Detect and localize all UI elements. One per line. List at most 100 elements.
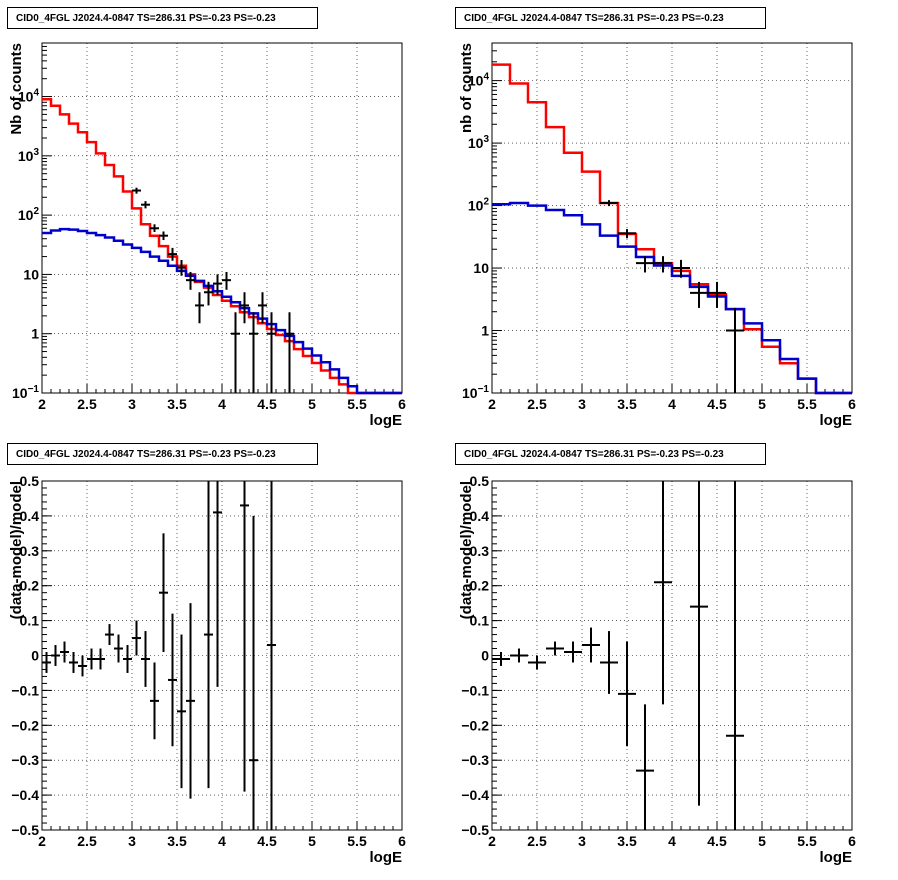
y-tick-label: 0.2 <box>470 578 490 594</box>
y-tick-label: 0.3 <box>470 543 490 559</box>
data-point <box>564 641 582 663</box>
data-point <box>267 481 276 830</box>
data-point <box>636 256 654 273</box>
data-point <box>168 613 177 747</box>
data-point <box>159 231 168 241</box>
data-point <box>258 292 267 324</box>
plot-frame <box>491 42 853 394</box>
x-axis-label: logE <box>370 412 403 429</box>
x-tick-label: 5 <box>758 396 766 412</box>
data-point <box>213 481 222 687</box>
data-point <box>267 312 276 393</box>
data-point <box>51 645 60 666</box>
data-point <box>123 645 132 673</box>
y-tick-label: 0.1 <box>470 613 490 629</box>
data-point <box>231 312 240 393</box>
y-tick-label: −0.3 <box>461 752 489 768</box>
panel-3: 2 2.5 3 3.5 4 4.5 5 5.5 6 −0.5 −0.4 −0.3 −0.2 −0.1 0 0.… <box>8 473 406 866</box>
x-tick-label: 2 <box>38 396 46 412</box>
panel-1-title: CID0_4FGL J2024.4-0847 TS=286.31 PS=-0.2… <box>7 7 318 29</box>
data-point <box>78 655 87 677</box>
x-tick-label: 3.5 <box>617 833 637 849</box>
y-tick-label: 1 <box>31 326 39 342</box>
x-tick-label: 2 <box>488 396 496 412</box>
y-tick-label: 102 <box>468 197 490 214</box>
x-tick-label: 2.5 <box>527 833 547 849</box>
data-point <box>618 229 636 239</box>
data-point <box>672 259 690 278</box>
x-tick-label: 4.5 <box>257 396 277 412</box>
data-point <box>132 620 141 656</box>
x-tick-label: 5.5 <box>347 833 367 849</box>
data-point <box>96 648 105 670</box>
data-point <box>204 481 213 789</box>
data-point <box>105 624 114 646</box>
y-axis-label: (data-model)/model <box>8 481 25 619</box>
panel-2-title: CID0_4FGL J2024.4-0847 TS=286.31 PS=-0.2… <box>455 7 766 29</box>
data-point <box>600 200 618 207</box>
y-tick-label: 10 <box>23 266 39 282</box>
data-point <box>654 481 672 705</box>
x-axis-label: logE <box>820 412 853 429</box>
panel-3-title: CID0_4FGL J2024.4-0847 TS=286.31 PS=-0.2… <box>7 443 318 465</box>
y-tick-label: −0.1 <box>11 682 39 698</box>
data-point <box>177 260 186 276</box>
data-point <box>240 481 249 792</box>
data-point <box>546 641 564 656</box>
x-tick-label: 2 <box>38 833 46 849</box>
x-tick-label: 3 <box>128 396 136 412</box>
x-tick-label: 5 <box>758 833 766 849</box>
x-tick-label: 4 <box>218 833 226 849</box>
x-tick-label: 3.5 <box>167 833 187 849</box>
data-point <box>582 627 600 663</box>
data-point <box>132 187 141 194</box>
data-point <box>186 271 195 290</box>
x-tick-label: 5 <box>308 833 316 849</box>
data-point <box>708 281 726 308</box>
x-tick-label: 2.5 <box>77 396 97 412</box>
x-tick-label: 4 <box>668 396 676 412</box>
y-tick-label: 10 <box>473 260 489 276</box>
data-point <box>690 481 708 806</box>
y-tick-label: −0.3 <box>11 752 39 768</box>
data-point <box>726 481 744 830</box>
y-axis-label: Nb of counts <box>8 43 25 135</box>
x-tick-label: 5.5 <box>347 396 367 412</box>
data-point <box>222 271 231 290</box>
model-step-line-2 <box>492 201 852 395</box>
y-axis-label: nb of counts <box>458 43 475 133</box>
y-axis-label: (data-model)/model <box>458 481 475 619</box>
panel-1: 2 2.5 3 3.5 4 4.5 5 5.5 610−1110102103104logENb … <box>8 42 406 429</box>
x-tick-label: 4 <box>218 396 226 412</box>
data-point <box>726 307 744 393</box>
data-point <box>600 631 618 694</box>
data-point <box>240 292 249 324</box>
y-tick-label: −0.5 <box>11 822 39 838</box>
data-point <box>654 256 672 273</box>
data-point <box>528 655 546 670</box>
y-tick-label: 0.5 <box>470 473 490 489</box>
y-tick-label: −0.1 <box>461 682 489 698</box>
y-tick-label: 103 <box>468 134 490 151</box>
data-point <box>249 312 258 393</box>
y-tick-label: −0.4 <box>461 787 489 803</box>
y-tick-label: −0.5 <box>461 822 489 838</box>
panel-4: 2 2.5 3 3.5 4 4.5 5 5.5 6 −0.5 −0.4 −0.3 −0.2 −0.1 0 0.… <box>458 473 856 866</box>
data-point <box>204 281 213 306</box>
y-tick-label: −0.2 <box>461 717 489 733</box>
x-tick-label: 6 <box>398 396 406 412</box>
y-tick-label: 0 <box>31 648 39 664</box>
y-tick-label: 0 <box>481 648 489 664</box>
y-tick-label: 10−1 <box>12 384 39 401</box>
y-tick-label: 103 <box>18 147 40 164</box>
y-tick-label: 0.1 <box>20 613 40 629</box>
y-tick-label: 10−1 <box>462 384 489 401</box>
y-tick-label: 0.4 <box>470 508 490 524</box>
x-tick-label: 3.5 <box>617 396 637 412</box>
plot-frame <box>41 42 403 394</box>
y-tick-label: 0.5 <box>20 473 40 489</box>
x-tick-label: 6 <box>848 396 856 412</box>
data-point <box>690 281 708 308</box>
